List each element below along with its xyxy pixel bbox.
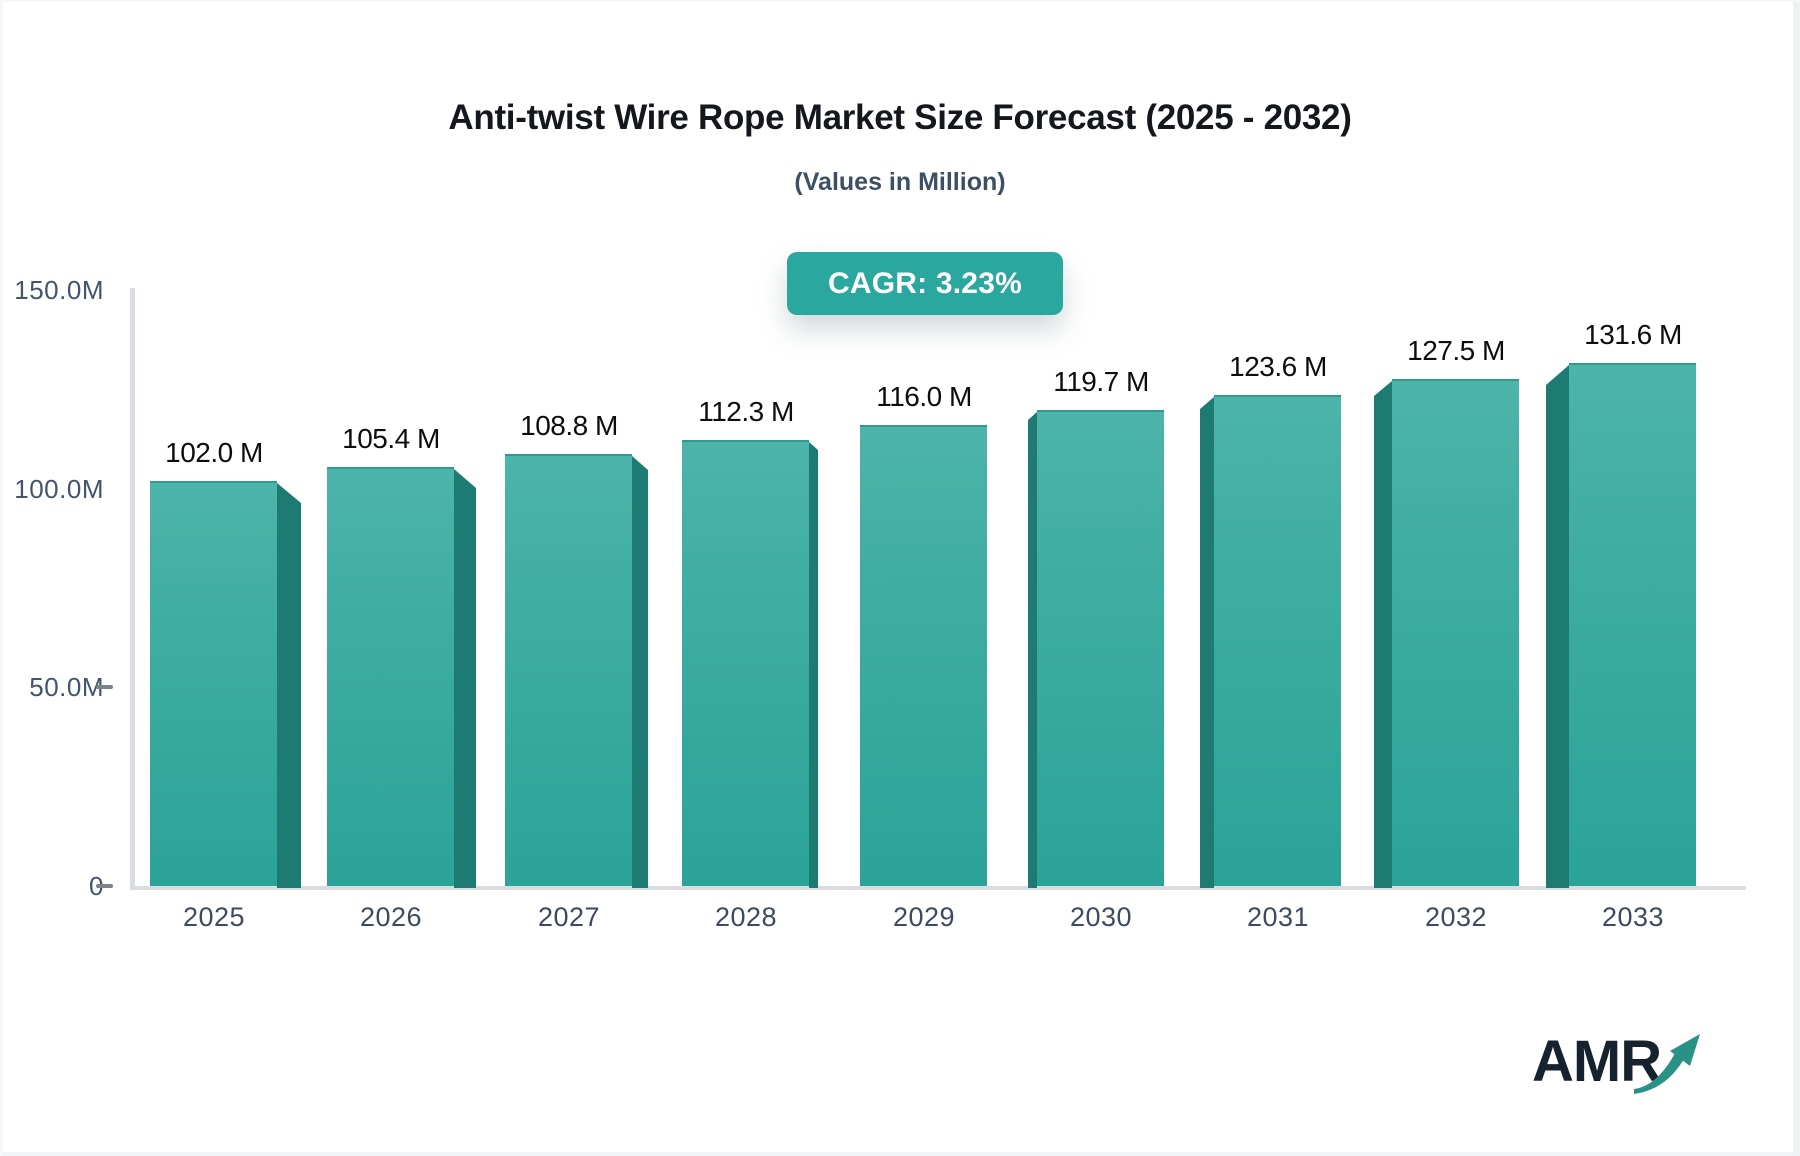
y-tick-mark [96,685,113,689]
y-axis-label: 0 [14,870,104,902]
amr-logo-text: AMR [1532,1029,1662,1094]
x-axis-label: 2028 [714,902,778,932]
bar-value-label: 119.7 M [1053,366,1149,397]
bar-value-label: 123.6 M [1229,351,1327,382]
y-axis-label: 100.0M [14,474,104,504]
x-axis-label: 2033 [1601,902,1665,932]
bar-2032 [1374,379,1519,888]
x-axis-label: 2027 [537,902,601,932]
x-axis-label: 2029 [892,902,956,932]
bar-2031-side-3d [1200,397,1214,888]
bar-2026 [327,467,476,888]
bar-2033-side-3d [1546,365,1569,888]
x-axis-label: 2031 [1246,902,1310,932]
bar-value-label: 131.6 M [1584,319,1682,350]
bar-2030-side-3d [1028,412,1037,888]
bar-2028 [682,440,818,888]
bar-value-label: 102.0 M [165,437,263,468]
cagr-badge: CAGR: 3.23% [787,252,1063,315]
amr-logo: AMR [1532,1030,1712,1110]
bar-2029 [860,425,987,886]
bar-2027 [505,454,648,888]
cagr-badge-label: CAGR: 3.23% [828,266,1022,300]
y-axis-label: 50.0M [29,672,104,702]
x-axis-baseline [130,886,1746,890]
bar-2025-side-3d [277,483,301,888]
bar-2031 [1200,395,1341,888]
bar-2025 [150,481,301,888]
bar-value-label: 108.8 M [520,410,618,441]
bar-2032-side-3d [1374,381,1392,888]
x-axis-label: 2025 [182,902,246,932]
growth-arrow-icon [1634,1032,1706,1103]
bar-2028-side-3d [809,442,818,888]
bar-2027-side-3d [632,456,648,888]
chart-title: Anti-twist Wire Rope Market Size Forecas… [448,98,1352,137]
y-axis-label: 150.0M [14,275,104,305]
y-axis-line [130,288,135,890]
y-tick-mark [96,884,113,888]
x-axis-label: 2030 [1069,902,1133,932]
chart-subtitle: (Values in Million) [794,168,1006,196]
bar-value-label: 112.3 M [698,396,794,427]
bar-value-label: 105.4 M [342,423,440,454]
x-axis-label: 2032 [1424,902,1488,932]
bar-value-label: 116.0 M [876,381,972,412]
x-axis-label: 2026 [359,902,423,932]
bar-2033 [1546,363,1696,888]
bar-2026-side-3d [454,469,476,888]
bar-value-label: 127.5 M [1407,335,1505,366]
bar-2030 [1028,410,1164,888]
